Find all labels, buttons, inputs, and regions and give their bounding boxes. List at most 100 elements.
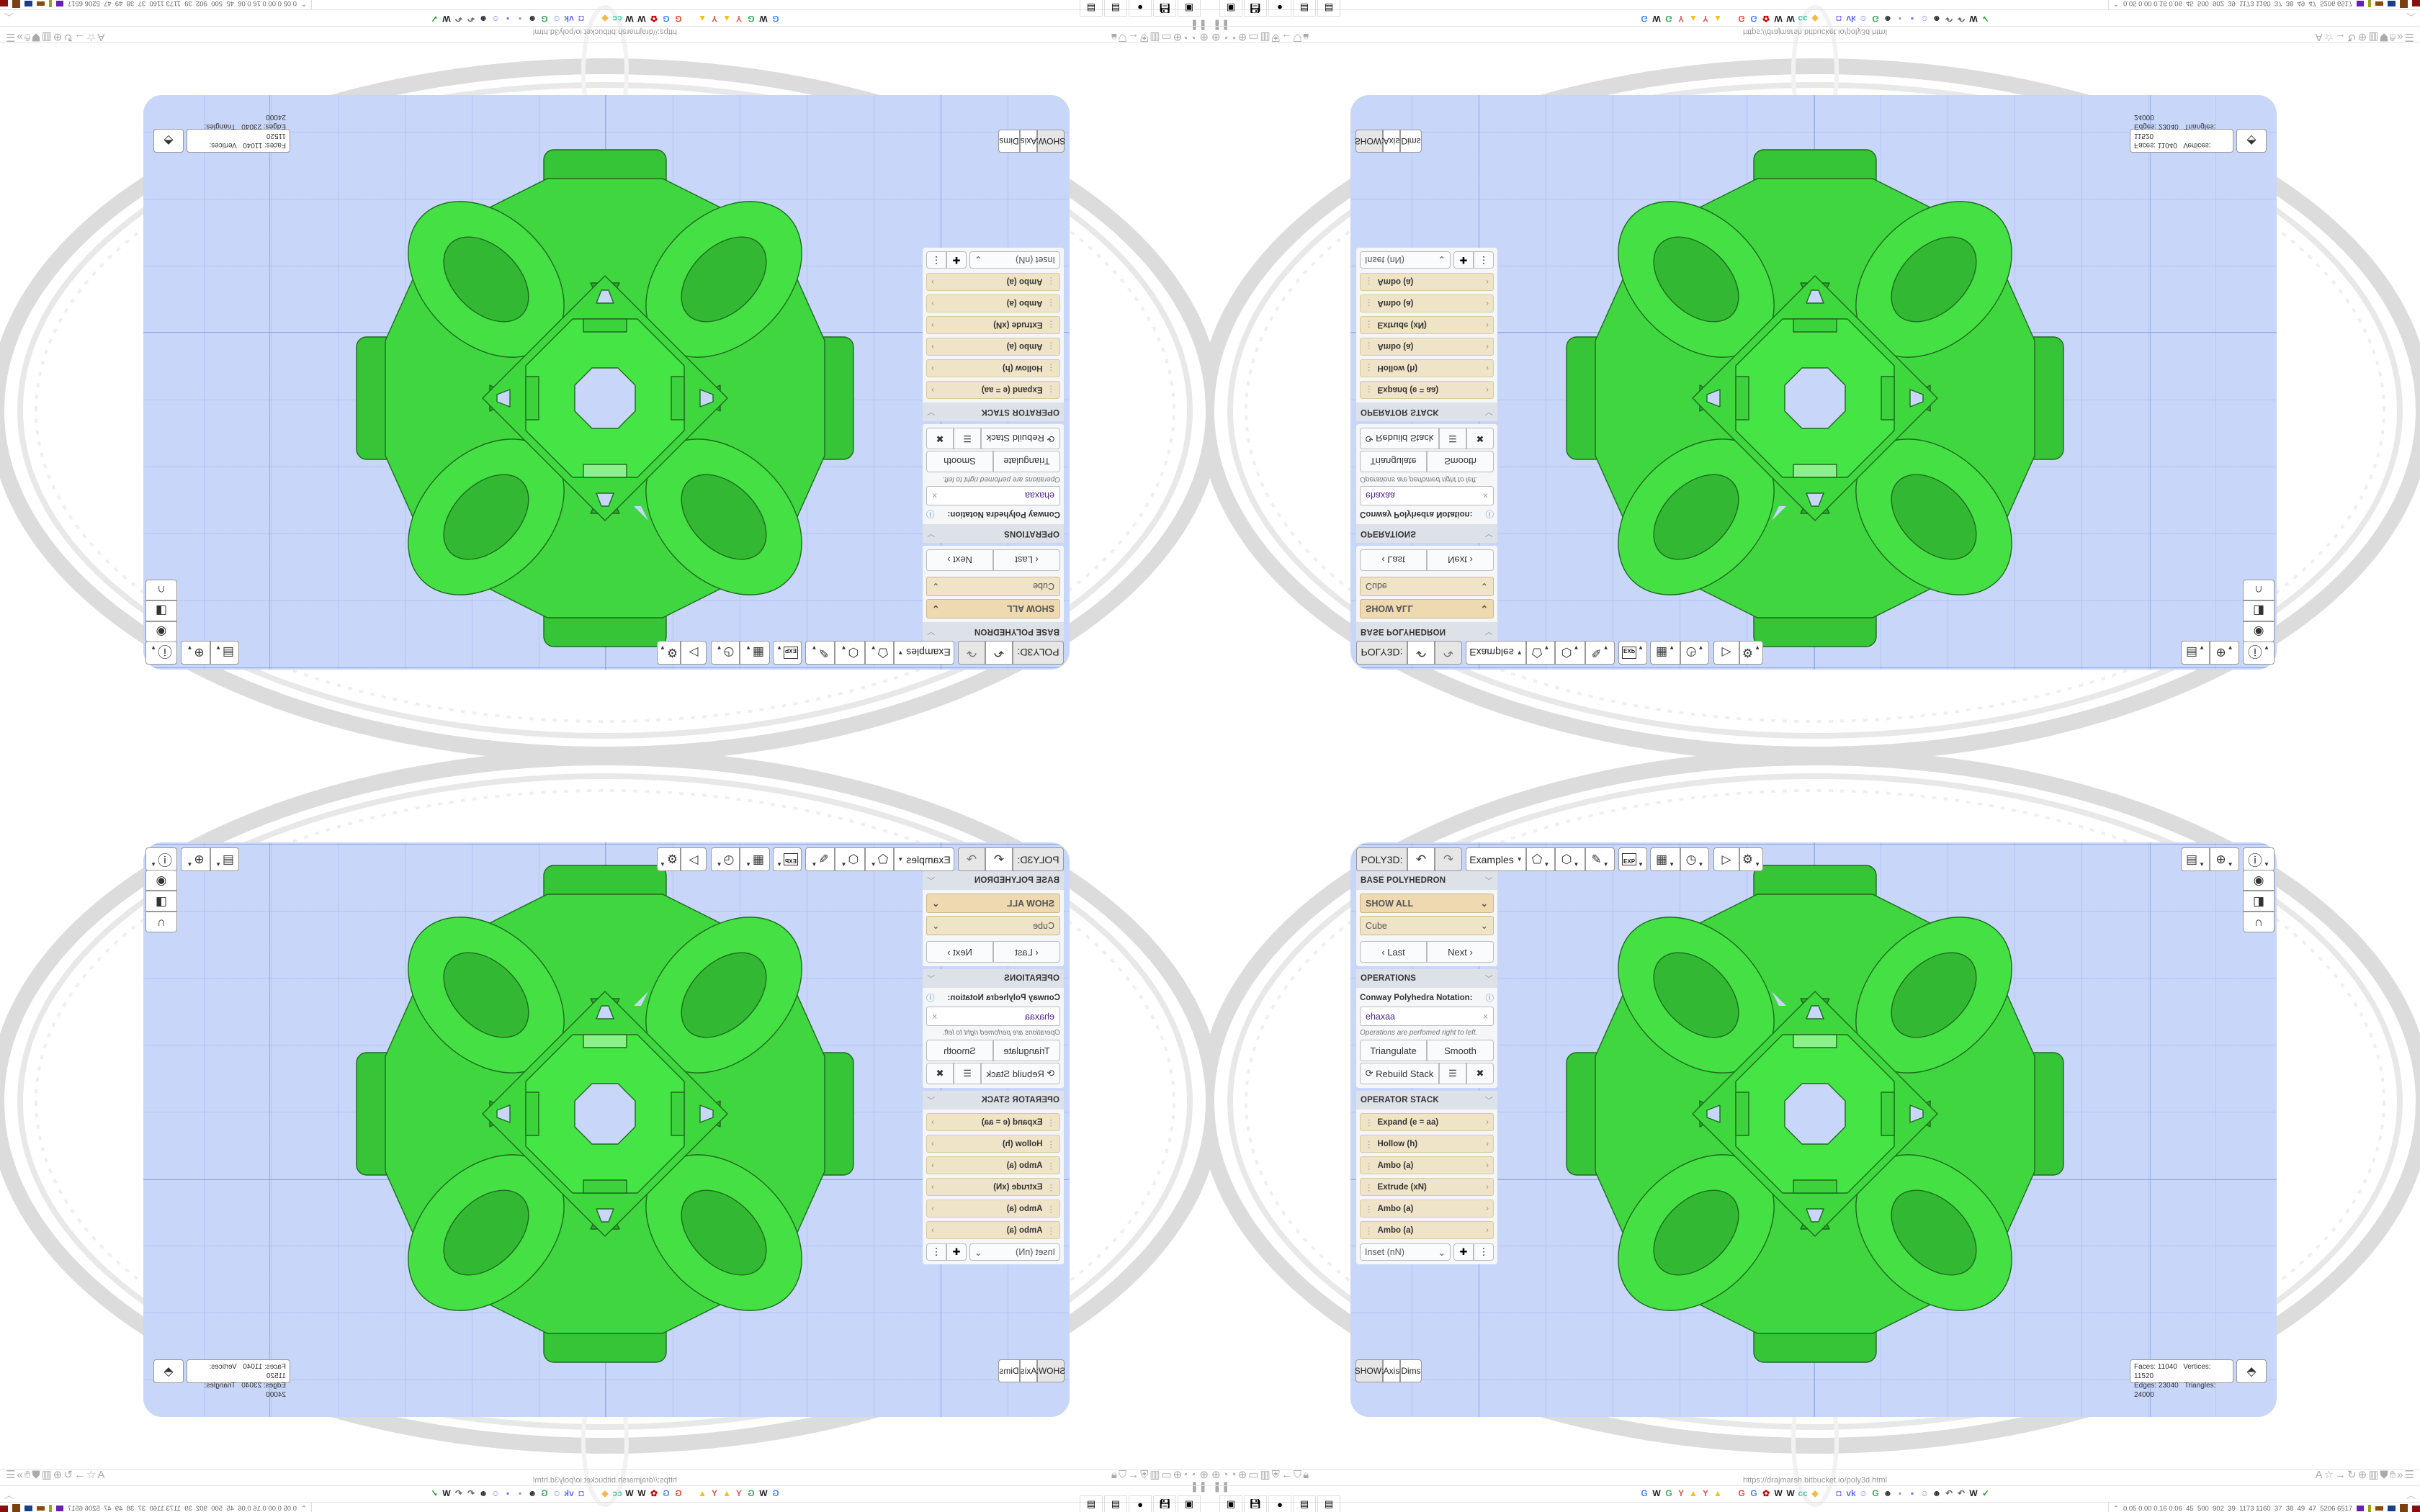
polyhedron-model[interactable]: [1350, 842, 2277, 1417]
clear-icon[interactable]: ×: [1482, 1011, 1488, 1022]
add-operator-button[interactable]: ✚: [946, 1243, 967, 1261]
reset-view-button[interactable]: ⬘: [153, 1359, 184, 1383]
last-button[interactable]: ‹ Last: [993, 941, 1060, 963]
clear-stack-button[interactable]: ✖: [1466, 1063, 1494, 1084]
shape-button[interactable]: ⬡ ▼: [1555, 847, 1585, 871]
bookmark-icon[interactable]: W: [1786, 1488, 1795, 1498]
info-button[interactable]: ⓘ ▼: [145, 641, 177, 665]
notepad-icon[interactable]: ▤: [1080, 1495, 1103, 1512]
bookmark-icon[interactable]: ☺: [552, 1488, 562, 1498]
bookmark-icon[interactable]: ▲: [1713, 1488, 1722, 1498]
bookmark-icon[interactable]: ◆: [601, 14, 609, 24]
bookmark-icon[interactable]: ✓: [430, 1488, 439, 1498]
notation-input[interactable]: ehaxaa ×: [1360, 1007, 1494, 1026]
axis-toggle[interactable]: Axis: [1020, 130, 1037, 153]
bookmark-icon[interactable]: G: [1872, 1488, 1879, 1498]
operator-stack-item[interactable]: ⋮ Extrude (xN) ›: [926, 316, 1060, 334]
bookmark-icon[interactable]: vk: [1846, 14, 1856, 24]
operator-stack-item[interactable]: ⋮ Hollow (h) ›: [1360, 1135, 1494, 1153]
list-button[interactable]: ☰: [1439, 428, 1466, 449]
operator-stack-item[interactable]: ⋮ Ambo (a) ›: [1360, 338, 1494, 356]
clock-button[interactable]: ◷ ▼: [1680, 641, 1709, 665]
globe-button[interactable]: ⊕ ▼: [2210, 641, 2239, 665]
bookmark-icon[interactable]: ☺: [490, 1488, 501, 1498]
paint-button[interactable]: ⬠ ▼: [865, 847, 894, 871]
bookmark-icon[interactable]: ☺: [1858, 1488, 1868, 1498]
notepad-icon[interactable]: ▤: [1293, 0, 1316, 17]
drag-handle-icon[interactable]: ⋮: [1047, 1140, 1056, 1149]
last-button[interactable]: ‹ Last: [993, 549, 1060, 571]
drag-handle-icon[interactable]: ⋮: [1047, 363, 1056, 372]
operator-stack-item[interactable]: ⋮ Hollow (h) ›: [926, 1135, 1060, 1153]
toggle-button[interactable]: ◨: [2243, 600, 2275, 621]
bookmark-icon[interactable]: vk: [564, 14, 574, 24]
section-header[interactable]: OPERATIONS ﹀: [1356, 969, 1497, 988]
bookmark-icon[interactable]: Y: [712, 1488, 718, 1498]
visibility-button[interactable]: ◉: [2243, 621, 2275, 642]
chevron-up-icon[interactable]: ︿: [4, 1490, 14, 1500]
drag-handle-icon[interactable]: ⋮: [1365, 384, 1373, 394]
bookmark-icon[interactable]: G: [748, 14, 755, 24]
redo-button[interactable]: ↷: [958, 847, 985, 871]
bookmark-icon[interactable]: Y: [712, 14, 718, 24]
base-shape-select[interactable]: Cube ⌄: [1360, 577, 1494, 596]
3d-viewport[interactable]: [1350, 95, 2277, 670]
section-header[interactable]: OPERATOR STACK ﹀: [1356, 402, 1497, 421]
operator-stack-item[interactable]: ⋮ Ambo (a) ›: [926, 294, 1060, 312]
drag-handle-icon[interactable]: ⋮: [1047, 341, 1056, 351]
bookmark-icon[interactable]: G: [748, 1488, 755, 1498]
operator-stack-item[interactable]: ⋮ Expand (e = aa) ›: [1360, 1113, 1494, 1131]
bookmark-icon[interactable]: G: [541, 1488, 548, 1498]
bookmark-icon[interactable]: ☻: [527, 1488, 537, 1498]
bookmark-icon[interactable]: ◆: [1811, 1488, 1819, 1498]
trash-icon[interactable]: ▥: [1260, 1469, 1270, 1481]
examples-dropdown[interactable]: Examples ▼: [894, 847, 954, 871]
operator-stack-item[interactable]: ⋮ Ambo (a) ›: [1360, 273, 1494, 291]
bookmark-icon[interactable]: ☺: [1919, 14, 1930, 24]
gauge-icon[interactable]: ◔: [1229, 1469, 1237, 1481]
reset-view-button[interactable]: ⬘: [153, 129, 184, 153]
drag-handle-icon[interactable]: ⋮: [1365, 1183, 1373, 1192]
shape-button[interactable]: ⬡ ▼: [1555, 641, 1585, 665]
paint-button[interactable]: ⬠ ▼: [865, 641, 894, 665]
operator-stack-item[interactable]: ⋮ Ambo (a) ›: [1360, 1221, 1494, 1239]
forward-arrow-icon[interactable]: →: [2335, 1469, 2347, 1481]
bookmark-icon[interactable]: ◆: [601, 1488, 609, 1498]
bookmark-icon[interactable]: G: [663, 1488, 670, 1498]
bookmark-icon[interactable]: ↶: [1945, 14, 1953, 24]
bookmark-icon[interactable]: ▪: [1898, 1488, 1902, 1498]
bookmark-icon[interactable]: G: [1750, 1488, 1757, 1498]
3d-viewport[interactable]: [143, 842, 1070, 1417]
bookmark-icon[interactable]: ▲: [698, 14, 707, 24]
bookmark-icon[interactable]: ☻: [1883, 14, 1893, 24]
triangulate-button[interactable]: Triangulate: [1360, 1040, 1427, 1061]
section-header[interactable]: OPERATIONS ﹀: [1356, 524, 1497, 543]
bookmark-icon[interactable]: G: [772, 14, 779, 24]
drag-handle-icon[interactable]: ⋮: [1365, 1226, 1373, 1236]
list-button[interactable]: ☰: [1439, 1063, 1466, 1084]
bookmark-icon[interactable]: ◆: [1811, 14, 1819, 24]
polyhedron-model[interactable]: [143, 842, 1070, 1417]
operator-stack-item[interactable]: ⋮ Hollow (h) ›: [926, 359, 1060, 377]
shield-gear-icon[interactable]: ⛨: [1271, 1469, 1280, 1481]
drag-handle-icon[interactable]: ⋮: [1047, 1226, 1056, 1236]
globe-button[interactable]: ⊕ ▼: [181, 847, 210, 871]
app-menu-button[interactable]: POLY3D:: [1356, 641, 1407, 665]
clock-button[interactable]: ◷ ▼: [1680, 847, 1709, 871]
bookmark-icon[interactable]: ↶: [467, 14, 475, 24]
snap-button[interactable]: ∩: [2243, 912, 2275, 932]
examples-dropdown[interactable]: Examples ▼: [894, 641, 954, 665]
clock-button[interactable]: ◷ ▼: [711, 641, 740, 665]
calendar-button[interactable]: ▦ ▼: [1650, 847, 1680, 871]
notation-input[interactable]: ehaxaa ×: [926, 486, 1060, 505]
triangulate-button[interactable]: Triangulate: [993, 451, 1060, 472]
bookmark-icon[interactable]: G: [1738, 1488, 1745, 1498]
calendar-clock-button[interactable]: ▤ ▼: [2181, 641, 2210, 665]
bookmark-icon[interactable]: G: [1641, 1488, 1648, 1498]
app-menu-button[interactable]: POLY3D:: [1013, 641, 1064, 665]
reload-icon[interactable]: ↻: [2347, 1469, 2357, 1481]
drag-handle-icon[interactable]: ⋮: [1365, 1205, 1373, 1214]
notation-input[interactable]: ehaxaa ×: [1360, 486, 1494, 505]
rebuild-stack-button[interactable]: ⟳ Rebuild Stack: [981, 1063, 1060, 1084]
list-button[interactable]: ☰: [954, 1063, 981, 1084]
